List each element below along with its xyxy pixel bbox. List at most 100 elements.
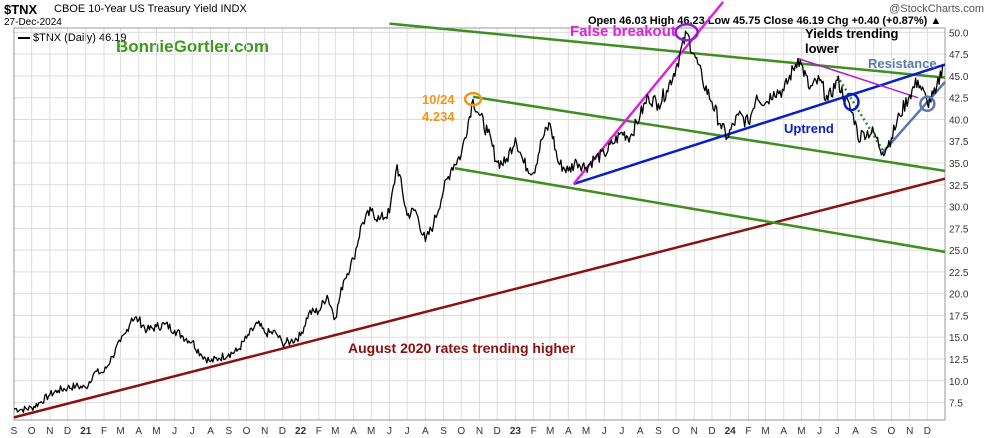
y-tick-label: 40.0 [949,115,969,126]
y-tick-label: 35.0 [949,159,969,170]
x-tick-label: O [243,426,251,437]
y-tick-label: 50.0 [949,28,969,39]
y-tick-label: 22.5 [949,268,969,279]
x-tick-label: J [190,426,195,437]
x-tick-label: J [835,426,840,437]
trendline-channel-upper [389,22,946,79]
legend-label: $TNX (Daily) 46.19 [33,32,127,44]
x-tick-label: O [672,426,680,437]
trendline-uptrend [573,63,946,186]
price-layer [13,30,944,414]
x-tick-label: D [494,426,501,437]
x-tick-label: M [582,426,590,437]
x-tick-label: F [101,426,107,437]
x-tick-label: O [457,426,465,437]
series-legend: $TNX (Daily) 46.19 [18,32,127,44]
grid-layer [13,28,945,420]
x-tick-label: A [565,426,572,437]
y-tick-label: 37.5 [949,137,969,148]
price-series-line [13,30,944,414]
y-tick-label: 42.5 [949,94,969,105]
marker-steel-blue-circle [919,95,936,113]
x-tick-label: D [64,426,71,437]
x-tick-label: 21 [80,426,92,437]
axes-layer: 7.5 10.0 12.5 15.0 17.5 20.0 22.5 25.0 27.5 30.0 3… [11,27,969,437]
ohlc-readout: Open 46.03 High 46.23 Low 45.75 Close 46… [588,15,942,27]
y-tick-label: 17.5 [949,311,969,322]
x-tick-label: M [367,426,375,437]
trendline-layer [13,1,946,419]
x-tick-label: M [797,426,805,437]
x-tick-label: N [46,426,53,437]
y-tick-label: 7.5 [949,399,963,410]
trendline-channel-middle [472,95,946,173]
x-tick-label: N [261,426,268,437]
x-tick-label: M [546,426,554,437]
annotation-label: lower [805,41,839,56]
y-tick-label: 27.5 [949,224,969,235]
x-tick-label: J [817,426,822,437]
x-tick-label: A [135,426,142,437]
x-tick-label: M [116,426,124,437]
x-tick-label: O [888,426,896,437]
x-tick-label: A [637,426,644,437]
stockcharts-watermark: @StockCharts.com [889,3,984,15]
trendline-long-term-support [13,177,946,419]
marker-blue-circle [843,92,860,112]
y-tick-label: 25.0 [949,246,969,257]
annotation-label: 10/24 [422,92,455,107]
x-tick-label: A [780,426,787,437]
x-tick-label: F [745,426,751,437]
x-tick-label: S [870,426,877,437]
trendline-rising-support [881,81,946,154]
x-tick-label: J [172,426,177,437]
x-tick-label: N [691,426,698,437]
x-tick-label: M [152,426,160,437]
y-tick-label: 20.0 [949,290,969,301]
x-tick-label: D [279,426,286,437]
symbol-title: $TNX [4,2,38,17]
y-tick-label: 15.0 [949,333,969,344]
chart-date: 27-Dec-2024 [4,17,62,28]
y-tick-label: 47.5 [949,50,969,61]
x-tick-label: A [852,426,859,437]
x-tick-label: N [906,426,913,437]
x-tick-label: N [476,426,483,437]
x-tick-label: D [924,426,931,437]
x-tick-label: A [350,426,357,437]
x-tick-label: O [28,426,36,437]
annotation-label: 4.234 [422,109,455,124]
x-tick-label: S [11,426,18,437]
annotation-label: False breakout [570,23,676,40]
y-tick-label: 30.0 [949,203,969,214]
symbol-description: CBOE 10-Year US Treasury Yield INDX [54,3,247,15]
y-tick-label: 12.5 [949,355,969,366]
x-tick-label: F [316,426,322,437]
trendline-falling-resistance [797,57,919,99]
x-tick-label: J [405,426,410,437]
x-tick-label: F [531,426,537,437]
x-tick-label: 22 [295,426,307,437]
y-tick-label: 10.0 [949,377,969,388]
x-tick-label: M [331,426,339,437]
x-tick-label: A [207,426,214,437]
plot-frame [13,27,946,421]
x-tick-label: J [619,426,624,437]
annotation-label: Uptrend [784,121,834,136]
x-tick-label: S [440,426,447,437]
marker-orange-circle [463,91,483,107]
marker-purple-circle [674,23,699,42]
trendline-channel-lower [454,167,946,254]
y-tick-label: 32.5 [949,181,969,192]
x-tick-label: J [602,426,607,437]
x-tick-label: A [422,426,429,437]
marker-layer [463,23,936,113]
x-tick-label: 24 [725,426,737,437]
x-tick-label: 23 [510,426,522,437]
x-tick-label: J [387,426,392,437]
annotation-label: August 2020 rates trending higher [348,340,576,356]
x-tick-label: S [655,426,662,437]
